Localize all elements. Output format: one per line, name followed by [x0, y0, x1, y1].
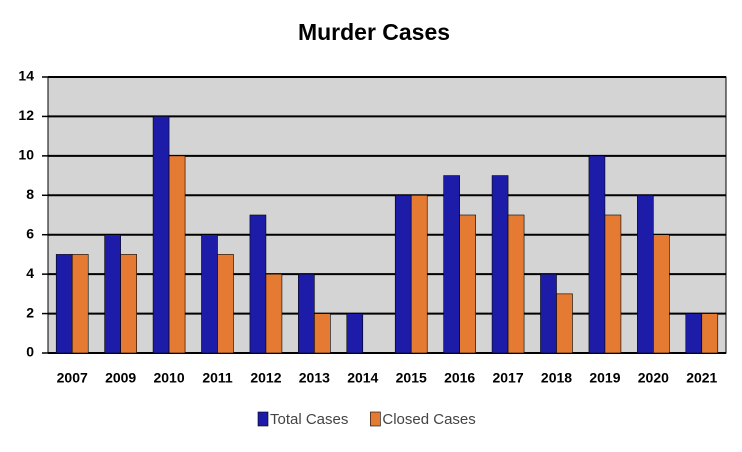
x-tick-label: 2009: [105, 370, 136, 386]
y-tick-label: 0: [26, 344, 34, 360]
chart-title: Murder Cases: [298, 19, 450, 45]
bar: [71, 254, 89, 354]
x-tick-label: 2017: [492, 370, 523, 386]
y-tick-label: 8: [26, 186, 34, 202]
x-tick-label: 2014: [347, 370, 378, 386]
x-tick-label: 2016: [444, 370, 475, 386]
bar: [201, 234, 218, 354]
bar: [394, 194, 412, 354]
bar: [540, 273, 557, 354]
bar: [604, 214, 622, 354]
bar: [588, 155, 606, 354]
x-tick-label: 2013: [299, 370, 330, 386]
x-tick-label: 2018: [541, 370, 572, 386]
legend-swatch: [257, 411, 269, 427]
y-tick-label: 4: [26, 265, 34, 281]
x-tick-label: 2012: [250, 370, 281, 386]
legend-label: Closed Cases: [382, 411, 475, 428]
bar: [443, 175, 460, 354]
bar: [152, 116, 170, 354]
y-tick-label: 6: [26, 225, 34, 241]
bar: [104, 234, 121, 354]
bar: [459, 214, 476, 354]
bar: [314, 313, 331, 354]
bar: [168, 155, 186, 354]
bar: [120, 254, 137, 354]
bar: [346, 313, 364, 354]
x-tick-label: 2015: [396, 370, 427, 386]
bar: [217, 254, 234, 354]
y-tick-label: 2: [26, 304, 34, 320]
bar: [685, 313, 703, 354]
bar: [556, 293, 573, 354]
y-tick-label: 10: [18, 147, 34, 163]
bar: [55, 254, 73, 354]
x-tick-label: 2020: [638, 370, 669, 386]
legend-label: Total Cases: [270, 411, 348, 428]
bar: [701, 313, 719, 354]
bar: [249, 214, 267, 354]
x-tick-label: 2010: [153, 370, 184, 386]
bar: [491, 175, 509, 354]
x-tick-label: 2021: [686, 370, 717, 386]
x-tick-label: 2019: [589, 370, 620, 386]
bar: [637, 194, 654, 354]
legend-swatch: [370, 411, 381, 427]
plot-area: [47, 76, 727, 354]
bar: [507, 214, 525, 354]
y-tick-label: 12: [18, 107, 34, 123]
bar: [265, 273, 283, 354]
bar: [410, 194, 428, 354]
bar: [653, 234, 670, 354]
x-tick-label: 2007: [57, 370, 88, 386]
bar: [298, 273, 315, 354]
x-tick-label: 2011: [202, 370, 233, 386]
y-tick-label: 14: [18, 68, 34, 84]
